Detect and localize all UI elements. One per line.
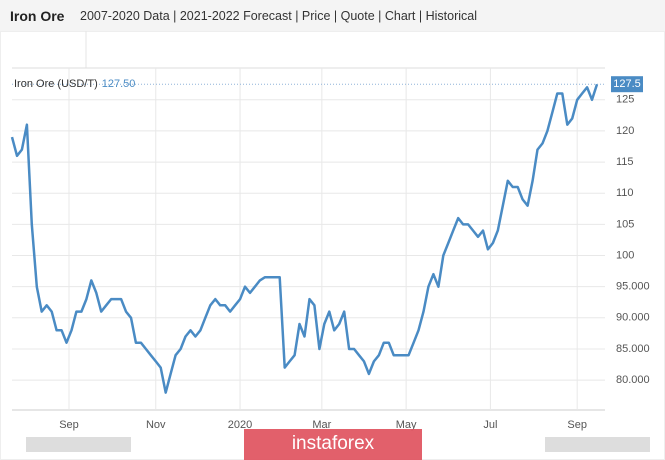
x-tick-label: Nov: [146, 419, 166, 431]
header: Iron Ore 2007-2020 Data | 2021-2022 Fore…: [0, 0, 665, 32]
legend-value: 127.50: [102, 78, 136, 90]
x-tick-label: 2020: [228, 419, 252, 431]
y-tick-label: 85.000: [616, 343, 650, 355]
last-value-box: [611, 76, 643, 93]
y-tick-label: 125: [616, 94, 634, 106]
y-tick-label: 110: [616, 187, 634, 199]
x-tick-label: Mar: [312, 419, 331, 431]
nav-links[interactable]: 2007-2020 Data | 2021-2022 Forecast | Pr…: [80, 9, 477, 23]
y-tick-label: 100: [616, 249, 634, 261]
legend-name: Iron Ore (USD/T): [14, 78, 98, 90]
y-tick-label: 120: [616, 125, 634, 137]
navigator-bar: [545, 437, 650, 452]
legend-entry: Iron Ore (USD/T) 127.50: [14, 78, 135, 90]
navigator-bar: [26, 437, 131, 452]
x-tick-label: Jul: [483, 419, 497, 431]
x-tick-label: May: [396, 419, 417, 431]
y-tick-label: 115: [616, 156, 634, 168]
y-tick-label: 95.000: [616, 281, 650, 293]
line-series: [10, 83, 599, 394]
x-tick-label: Sep: [59, 419, 79, 431]
frame: [0, 31, 665, 460]
y-tick-label: 90.000: [616, 312, 650, 324]
y-tick-label: 105: [616, 218, 634, 230]
last-value-label: 127.5: [613, 78, 641, 90]
y-tick-label: 80.000: [616, 374, 650, 386]
chart: 80.000 85.000 90.000 95.000 100 105 110 115 120 1…: [0, 31, 665, 460]
watermark-box: [244, 429, 422, 460]
title[interactable]: Iron Ore: [10, 8, 65, 24]
x-tick-label: Sep: [567, 419, 587, 431]
watermark: instaforex: [292, 433, 375, 454]
